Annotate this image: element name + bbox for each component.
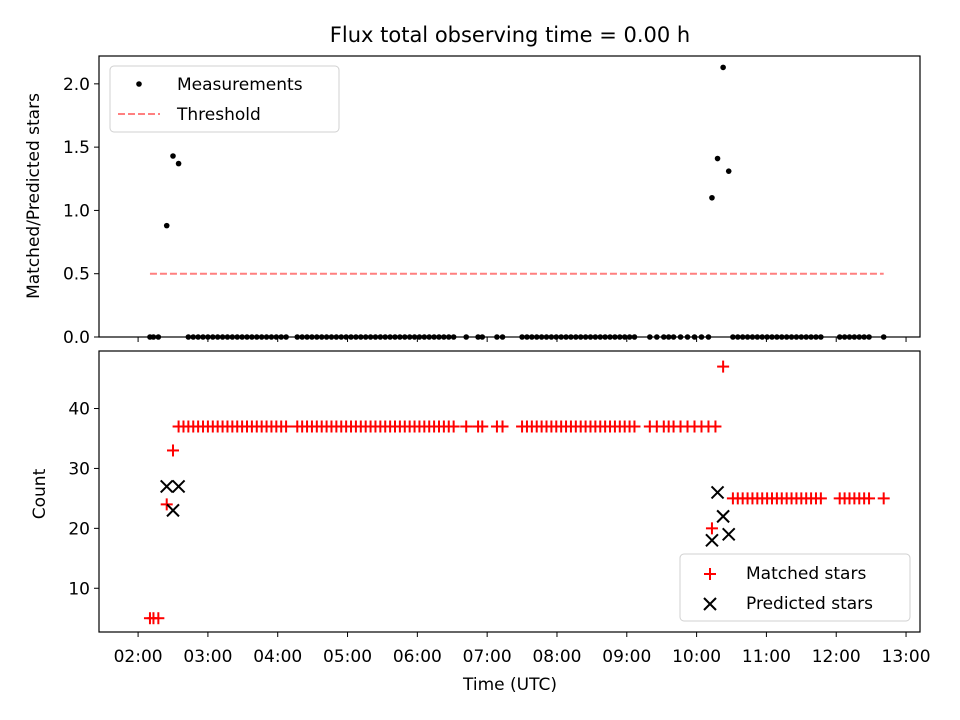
top-y-axis-label: Matched/Predicted stars [24, 93, 44, 299]
bottom-y-tick-label: 10 [68, 579, 90, 599]
predicted-star-point [716, 509, 730, 524]
bottom-plot-frame [98, 350, 921, 633]
measurement-point [709, 194, 715, 201]
top-legend-box [109, 65, 340, 133]
bottom-legend: Matched stars Predicted stars [679, 553, 911, 622]
x-tick-label: 10:00 [672, 647, 721, 667]
x-tick-label: 09:00 [602, 647, 651, 667]
bottom-y-axis-label: Count [30, 468, 50, 519]
predicted-star-point [160, 479, 174, 494]
bottom-legend-box [679, 553, 911, 622]
matched-star-point [460, 420, 473, 433]
top-panel: 0.00.51.01.52.0 Matched/Predicted stars … [24, 55, 921, 348]
bottom-y-tick-label: 40 [68, 400, 90, 420]
legend-measurements-marker [136, 81, 142, 87]
matched-star-point [167, 444, 180, 457]
top-y-tick-label: 0.0 [63, 328, 90, 348]
matched-star-point [717, 360, 730, 373]
x-tick-label: 06:00 [393, 647, 442, 667]
legend-matched-label: Matched stars [746, 564, 866, 584]
predicted-star-point [171, 479, 186, 494]
top-y-tick-label: 1.0 [63, 201, 90, 221]
legend-predicted-marker [703, 597, 717, 611]
predicted-star-point [705, 533, 719, 548]
top-legend: Measurements Threshold [109, 65, 340, 133]
measurement-point [175, 160, 182, 167]
x-tick-label: 03:00 [183, 647, 232, 667]
matched-star-point [447, 420, 460, 433]
bottom-y-tick-label: 30 [68, 459, 90, 479]
bottom-y-tick-label: 20 [68, 519, 90, 539]
top-y-tick-label: 1.5 [63, 138, 90, 158]
measurement-point [720, 64, 726, 71]
legend-measurements-label: Measurements [177, 75, 303, 95]
matched-star-point [709, 420, 722, 433]
matched-star-point [496, 420, 509, 433]
x-axis-label: Time (UTC) [462, 675, 557, 695]
legend-threshold-label: Threshold [176, 105, 261, 125]
legend-matched-marker [704, 568, 716, 580]
legend-predicted-label: Predicted stars [746, 594, 873, 614]
predicted-star-point [710, 485, 725, 500]
x-tick-label: 05:00 [323, 647, 372, 667]
x-tick-label: 12:00 [812, 647, 861, 667]
matched-star-point [152, 612, 165, 625]
x-tick-label: 11:00 [742, 647, 791, 667]
matched-star-point [705, 522, 718, 535]
matched-star-point [628, 420, 641, 433]
measurement-point [170, 153, 176, 159]
measurement-point [714, 155, 721, 162]
measurement-point [163, 222, 170, 229]
top-y-tick-label: 2.0 [63, 75, 90, 95]
matched-star-point [476, 420, 489, 433]
x-tick-label: 07:00 [463, 647, 512, 667]
chart-title: Flux total observing time = 0.00 h [330, 23, 690, 47]
top-plot-frame [98, 55, 921, 338]
x-tick-label: 02:00 [114, 647, 163, 667]
x-tick-label: 08:00 [532, 647, 581, 667]
matched-star-point [863, 492, 876, 505]
top-y-tick-label: 0.5 [63, 265, 90, 285]
predicted-star-point [166, 503, 180, 518]
matched-star-point [814, 492, 827, 505]
predicted-star-point [722, 527, 736, 542]
bottom-panel: 10 20 30 40 02:00 03:00 04:00 05:00 06:00 07:00 0… [30, 350, 931, 695]
x-tick-label: 04:00 [253, 647, 302, 667]
x-tick-label: 13:00 [882, 647, 931, 667]
matched-star-point [160, 498, 173, 511]
matched-star-point [280, 420, 293, 433]
measurement-point [725, 168, 732, 174]
matched-star-point [877, 492, 890, 505]
